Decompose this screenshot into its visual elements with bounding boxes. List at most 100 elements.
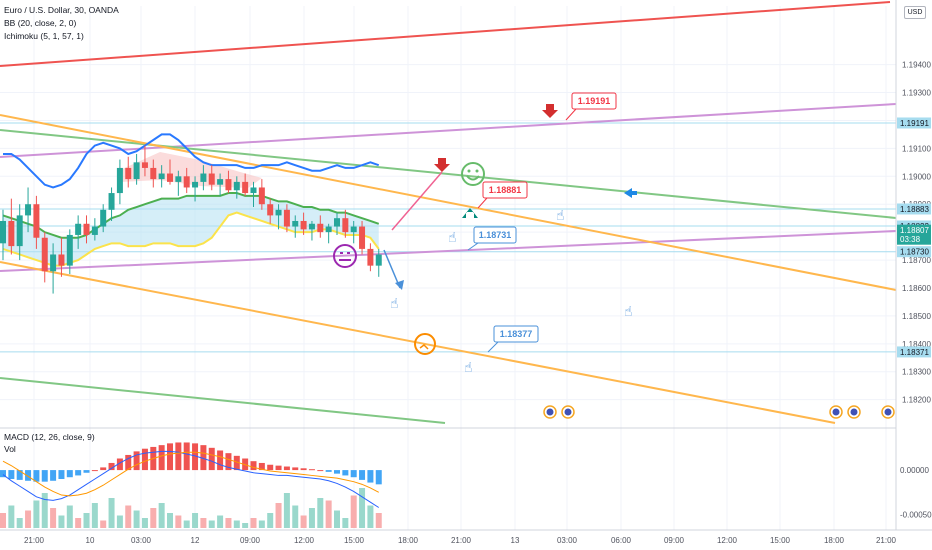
price-callouts[interactable]: 1.19191 1.18881 1.18731 1.18377 (467, 92, 617, 353)
macd-histogram-bar (217, 450, 224, 471)
annotation-drawings[interactable]: ☝ ☝ ☝ ☝ ☝ (333, 104, 895, 419)
time-tick-label: 09:00 (240, 536, 261, 545)
volume-bar (275, 503, 282, 528)
volume-bar (283, 493, 290, 528)
time-tick-label: 03:00 (131, 536, 152, 545)
callout-box (571, 92, 617, 110)
price-tick-label: 1.18700 (902, 256, 931, 265)
volume-bar (208, 520, 215, 528)
macd-histogram-bar (167, 443, 173, 471)
pointing-hand-icon: ☝ (448, 230, 457, 246)
pointing-hand-icon: ☝ (624, 304, 633, 320)
legend-symbol[interactable]: Euro / U.S. Dollar, 30, OANDA (4, 5, 119, 15)
candle-body (317, 223, 324, 233)
volume-bar (225, 518, 232, 528)
price-tick-label: 1.18300 (902, 368, 931, 377)
macd-histogram-bar (75, 470, 82, 476)
currency-button[interactable]: USD (904, 6, 926, 19)
candle-body (100, 209, 107, 227)
candle-body (158, 173, 165, 180)
legend-ichimoku[interactable]: Ichimoku (5, 1, 57, 1) (4, 31, 84, 41)
candle-body (292, 220, 299, 227)
candle-body (325, 226, 332, 233)
volume-bar (267, 513, 274, 528)
lower-green-trendline (0, 377, 446, 424)
candle-body (108, 193, 115, 210)
happy-face-eye (475, 169, 479, 173)
volume-bar (108, 498, 115, 528)
bollinger-basis-line (2, 192, 380, 239)
time-tick-label: 13 (511, 536, 520, 545)
time-axis[interactable]: 21:00 10 03:00 12 09:00 12:00 15:00 18:00 21:00 1… (24, 536, 897, 545)
candle-body (283, 209, 290, 227)
candle-body (133, 162, 140, 180)
sell-arrow-icon (542, 104, 558, 118)
time-tick-label: 21:00 (876, 536, 897, 545)
trendlines[interactable] (0, 1, 897, 424)
volume-bar (141, 518, 148, 528)
price-axis-tag-label: 1.18730 (900, 248, 929, 257)
volume-bar (41, 493, 48, 528)
lower-orange-trendline (0, 261, 836, 424)
candle-body (0, 220, 6, 244)
candle-body (75, 223, 82, 235)
candle-body (183, 176, 190, 188)
legend-macd[interactable]: MACD (12, 26, close, 9) (4, 432, 95, 442)
macd-axis: 0.00000 -0.00050 (900, 466, 932, 520)
macd-histogram-bar (91, 470, 98, 472)
legend-volume[interactable]: Vol (4, 444, 16, 454)
price-axis-tag-label: 1.18883 (900, 205, 929, 214)
volume-bar (367, 505, 374, 528)
ichimoku-conversion-line (2, 211, 380, 267)
macd-histogram-bar (41, 470, 48, 482)
candle-body (41, 237, 48, 272)
price-tick-label: 1.19300 (902, 89, 931, 98)
macd-histogram-bar (183, 442, 190, 471)
macd-histogram-bar (158, 445, 165, 471)
macd-tick-label: -0.00050 (900, 511, 932, 520)
time-tick-label: 12:00 (717, 536, 738, 545)
candle-body (175, 176, 182, 182)
time-tick-label: 03:00 (557, 536, 578, 545)
callout-pointer (467, 242, 479, 251)
macd-histogram-bar (267, 464, 274, 471)
pointing-hand-icon: ☝ (556, 208, 565, 224)
volume-bar (242, 523, 249, 528)
volume-bar (359, 488, 366, 528)
callout-box (482, 181, 528, 199)
volume-bar (192, 513, 199, 528)
volume-bar (342, 518, 349, 528)
macd-histogram-bar (141, 448, 148, 471)
macd-histogram-bar (342, 470, 349, 476)
candle-body (200, 173, 207, 182)
legend-bollinger[interactable]: BB (20, close, 2, 0) (4, 18, 77, 28)
volume-bar (25, 510, 32, 528)
volume-bar (308, 508, 315, 528)
macd-line (2, 450, 380, 508)
candle-body (208, 173, 215, 185)
neutral-face-icon (333, 244, 357, 268)
volume-bar (250, 518, 257, 528)
candle-body (225, 179, 232, 191)
price-tick-label: 1.19000 (902, 172, 931, 181)
projection-line-up (391, 171, 443, 231)
volume-bar (300, 515, 307, 528)
volume-bar (325, 500, 332, 528)
time-tick-label: 12:00 (294, 536, 315, 545)
time-tick-label: 09:00 (664, 536, 685, 545)
economic-event-flag (564, 408, 572, 416)
candle-body (258, 187, 265, 205)
macd-histogram-bar (225, 453, 232, 471)
callout-pointer (477, 197, 488, 209)
time-tick-label: 15:00 (344, 536, 365, 545)
sell-arrow-icon (434, 158, 450, 172)
volume-bar (75, 518, 82, 528)
candle-body (300, 220, 307, 230)
volume-bar (91, 503, 98, 528)
macd-histogram-bar (25, 470, 32, 481)
volume-bar (375, 513, 382, 528)
time-tick-label: 21:00 (451, 536, 472, 545)
candle-body (25, 204, 32, 216)
callout-label: 1.18731 (479, 230, 512, 240)
